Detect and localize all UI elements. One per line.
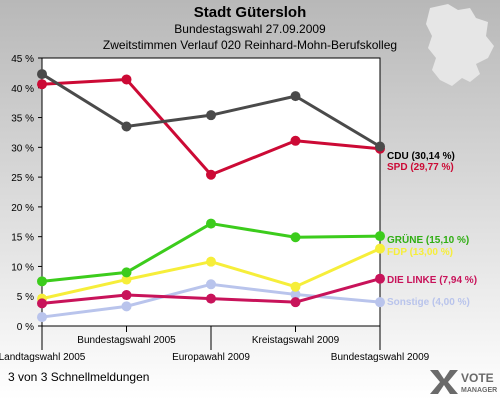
- chart-title: Stadt Gütersloh: [193, 4, 307, 21]
- footer-status: 3 von 3 Schnellmeldungen: [8, 370, 150, 384]
- x-tick-label: Kreistagswahl 2009: [252, 335, 340, 346]
- data-point: [290, 91, 301, 102]
- data-point: [375, 141, 385, 152]
- data-point: [121, 121, 132, 132]
- series-end-label: Sonstige (4,00 %): [387, 297, 470, 308]
- data-point: [121, 301, 132, 312]
- series-end-label: CDU (30,14 %): [387, 151, 455, 162]
- data-point: [37, 298, 47, 309]
- series-end-label: GRÜNE (15,10 %): [387, 233, 469, 246]
- data-point: [121, 290, 132, 301]
- chart-subtitle: Bundestagswahl 27.09.2009: [174, 22, 326, 36]
- data-point: [121, 267, 132, 278]
- y-tick-label: 15 %: [11, 233, 34, 244]
- logo-text-2: MANAGER: [461, 387, 497, 394]
- x-tick-label: Europawahl 2009: [172, 352, 250, 363]
- data-point: [375, 297, 385, 308]
- chart-subtitle-2: Zweitstimmen Verlauf 020 Reinhard-Mohn-B…: [102, 38, 398, 52]
- votemanager-logo: VOTE MANAGER: [430, 370, 497, 394]
- y-tick-label: 5 %: [17, 292, 34, 303]
- data-point: [206, 293, 216, 304]
- x-tick-label: Bundestagswahl 2009: [331, 352, 430, 363]
- data-point: [121, 274, 132, 285]
- data-point: [375, 273, 385, 284]
- y-tick-label: 45 %: [11, 54, 34, 65]
- series-end-label: DIE LINKE (7,94 %): [387, 275, 477, 286]
- data-point: [206, 218, 216, 229]
- data-point: [37, 312, 47, 323]
- data-point: [206, 279, 216, 290]
- series-end-label: SPD (29,77 %): [387, 162, 454, 173]
- y-tick-label: 20 %: [11, 203, 34, 214]
- data-point: [37, 276, 47, 287]
- x-mark-icon: [430, 370, 458, 394]
- x-tick-label: Landtagswahl 2005: [0, 352, 86, 363]
- data-point: [37, 69, 47, 80]
- data-point: [290, 289, 301, 300]
- data-point: [290, 135, 301, 146]
- x-tick-label: Bundestagswahl 2005: [77, 335, 176, 346]
- data-point: [375, 231, 385, 242]
- data-point: [290, 297, 301, 308]
- data-point: [375, 243, 385, 254]
- y-tick-label: 35 %: [11, 114, 34, 125]
- data-point: [37, 79, 47, 90]
- data-point: [206, 256, 216, 267]
- y-tick-label: 40 %: [11, 84, 34, 95]
- y-tick-label: 10 %: [11, 262, 34, 273]
- y-tick-label: 0 %: [17, 322, 34, 333]
- y-tick-label: 30 %: [11, 143, 34, 154]
- y-tick-label: 25 %: [11, 173, 34, 184]
- data-point: [206, 110, 216, 121]
- series-end-label: FDP (13,00 %): [387, 247, 453, 258]
- logo-text-1: VOTE: [461, 371, 494, 385]
- germany-map-icon: [426, 4, 494, 86]
- data-point: [290, 232, 301, 243]
- data-point: [206, 169, 216, 180]
- data-point: [121, 74, 132, 85]
- data-point: [290, 281, 301, 292]
